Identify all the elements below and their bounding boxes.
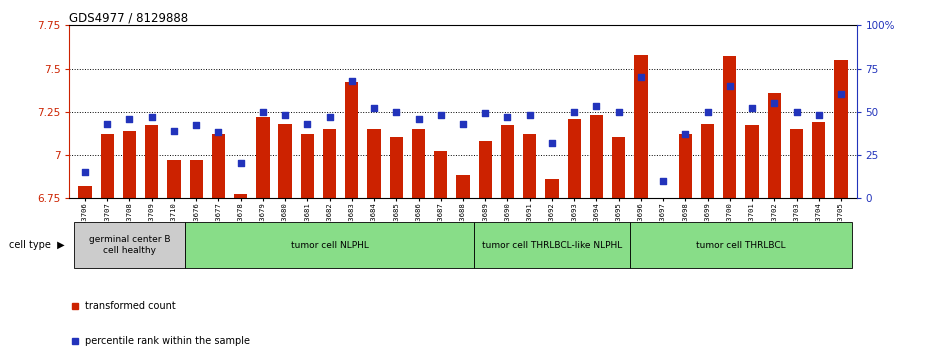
Bar [123, 131, 136, 198]
Text: tumor cell THRLBCL-like NLPHL: tumor cell THRLBCL-like NLPHL [482, 241, 622, 249]
Bar [434, 151, 447, 198]
Point [122, 116, 137, 122]
Point [278, 112, 293, 118]
Point [211, 129, 226, 135]
Bar [257, 117, 269, 198]
Bar [501, 126, 514, 198]
Bar [74, 223, 185, 268]
Bar [301, 134, 314, 198]
Bar [479, 141, 492, 198]
Point [167, 128, 181, 134]
Point [100, 121, 115, 127]
Point [567, 109, 582, 114]
Bar [523, 134, 536, 198]
Bar [630, 223, 852, 268]
Bar [545, 179, 558, 198]
Point [745, 105, 759, 111]
Point [833, 91, 848, 97]
Point [344, 78, 359, 83]
Bar [185, 223, 474, 268]
Bar [745, 126, 758, 198]
Text: germinal center B
cell healthy: germinal center B cell healthy [89, 235, 170, 255]
Bar [168, 160, 181, 198]
Bar [474, 223, 630, 268]
Point [811, 112, 826, 118]
Bar [834, 60, 847, 198]
Bar [634, 55, 647, 198]
Bar [368, 129, 381, 198]
Point [456, 121, 470, 127]
Bar [657, 198, 669, 201]
Bar [234, 195, 247, 198]
Bar [79, 186, 92, 198]
Point [433, 112, 448, 118]
Bar [190, 160, 203, 198]
Point [300, 121, 315, 127]
Bar [612, 138, 625, 198]
Text: tumor cell THRLBCL: tumor cell THRLBCL [696, 241, 786, 249]
Bar [790, 129, 803, 198]
Bar [679, 134, 692, 198]
Point [656, 178, 670, 183]
Bar [212, 134, 225, 198]
Text: cell type  ▶: cell type ▶ [9, 240, 65, 250]
Text: transformed count: transformed count [85, 301, 176, 310]
Point [611, 109, 626, 114]
Point [789, 109, 804, 114]
Text: GDS4977 / 8129888: GDS4977 / 8129888 [69, 11, 189, 24]
Point [589, 103, 604, 109]
Bar [568, 119, 581, 198]
Point [500, 114, 515, 120]
Point [78, 169, 93, 175]
Bar [323, 129, 336, 198]
Text: tumor cell NLPHL: tumor cell NLPHL [291, 241, 369, 249]
Point [233, 160, 248, 166]
Point [544, 140, 559, 146]
Bar [345, 82, 358, 198]
Text: percentile rank within the sample: percentile rank within the sample [85, 336, 250, 346]
Bar [457, 175, 469, 198]
Point [389, 109, 404, 114]
Bar [723, 56, 736, 198]
Point [767, 100, 782, 106]
Bar [590, 115, 603, 198]
Bar [768, 93, 781, 198]
Point [722, 83, 737, 89]
Bar [101, 134, 114, 198]
Point [256, 109, 270, 114]
Point [322, 114, 337, 120]
Point [189, 123, 204, 129]
Point [522, 112, 537, 118]
Point [367, 105, 382, 111]
Bar [279, 124, 292, 198]
Point [678, 131, 693, 137]
Bar [701, 124, 714, 198]
Bar [812, 122, 825, 198]
Bar [145, 126, 158, 198]
Point [633, 74, 648, 80]
Bar [412, 129, 425, 198]
Point [411, 116, 426, 122]
Bar [390, 138, 403, 198]
Point [700, 109, 715, 114]
Point [144, 114, 159, 120]
Point [478, 110, 493, 116]
